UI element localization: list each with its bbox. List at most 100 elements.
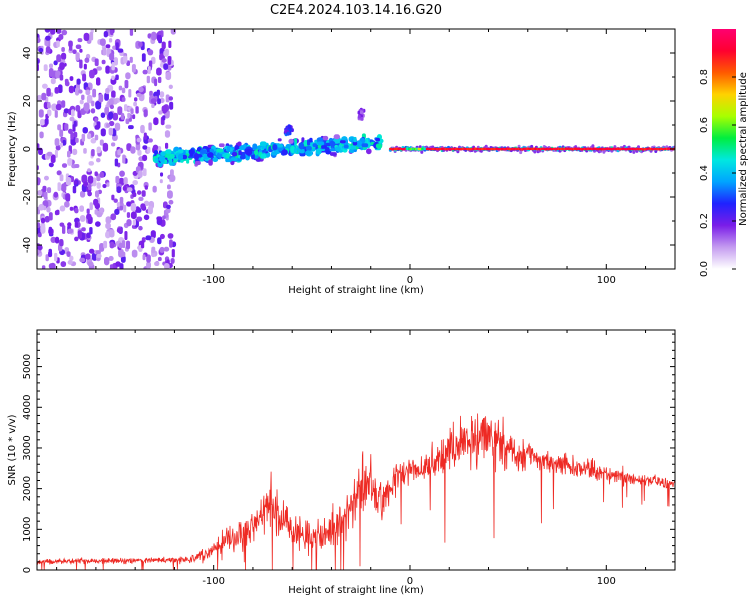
noise-cell (61, 52, 67, 61)
noise-cell (109, 264, 114, 269)
noise-cell (48, 212, 53, 221)
noise-cell (96, 158, 101, 163)
line-halo-cell (420, 149, 424, 154)
noise-cell (54, 87, 60, 94)
trace-cell (288, 138, 294, 144)
spectrogram-ticks: -100 0 100 -40 -20 0 20 40 (22, 28, 675, 286)
noise-cell (141, 240, 145, 249)
noise-cell (40, 222, 46, 231)
noise-cell (69, 116, 75, 122)
noise-cell (100, 112, 106, 118)
noise-cell (161, 58, 167, 63)
noise-cell (165, 124, 172, 129)
colorbar-tick-label: 0.6 (699, 117, 710, 133)
noise-cell (77, 230, 82, 239)
trace-cell (315, 148, 322, 155)
noise-cell (99, 243, 105, 252)
noise-cell (157, 256, 162, 262)
noise-cell (138, 170, 143, 178)
noise-cell (105, 65, 111, 74)
trace-cell (330, 141, 336, 147)
noise-cell (77, 38, 83, 43)
noise-cell (108, 255, 114, 262)
noise-cell (90, 108, 96, 114)
noise-cell (57, 182, 61, 191)
noise-cell (122, 154, 126, 164)
noise-cell (136, 137, 142, 143)
noise-cell (96, 212, 103, 218)
noise-cell (95, 100, 102, 110)
noise-cell (168, 40, 172, 49)
trace-cell (261, 146, 265, 150)
noise-cell (125, 72, 131, 80)
noise-cell (95, 250, 101, 255)
noise-cell (170, 169, 174, 177)
spectrogram-panel: -100 0 100 -40 -20 0 20 40 Height of straight l… (7, 28, 676, 296)
noise-cell (55, 70, 61, 79)
noise-cell (115, 261, 121, 267)
trace-cell (360, 110, 363, 115)
noise-cell (126, 187, 133, 192)
noise-cell (74, 221, 79, 228)
trace-cell (329, 152, 337, 156)
noise-cell (75, 87, 80, 96)
noise-cell (81, 94, 85, 101)
noise-cell (102, 47, 107, 56)
trace-cell (343, 144, 349, 149)
noise-cell (86, 208, 90, 214)
trace-cell (277, 143, 284, 148)
noise-cell (37, 143, 40, 151)
noise-cell (162, 215, 166, 220)
noise-cell (67, 222, 72, 227)
noise-cell (104, 92, 109, 101)
noise-cell (151, 103, 155, 109)
noise-cell (124, 79, 129, 89)
noise-cell (132, 114, 136, 120)
noise-cell (132, 192, 137, 198)
noise-cell (67, 150, 71, 158)
noise-cell (80, 190, 86, 198)
noise-cell (108, 121, 115, 127)
trace-cell (286, 131, 290, 136)
y-tick-label: 2000 (22, 476, 33, 501)
trace-cell (317, 141, 325, 146)
x-tick-label: -100 (202, 275, 225, 286)
noise-cell (147, 49, 154, 56)
noise-cell (168, 96, 174, 101)
noise-cell (93, 198, 99, 206)
noise-cell (130, 108, 134, 115)
noise-cell (89, 202, 93, 211)
trace-cell (360, 116, 364, 121)
noise-cell (85, 89, 91, 96)
noise-cell (64, 201, 70, 208)
noise-cell (124, 104, 128, 112)
trace-cell (238, 150, 242, 156)
noise-cell (157, 76, 162, 84)
noise-cell (43, 191, 48, 200)
noise-cell (59, 74, 64, 81)
trace-cell (357, 114, 361, 119)
noise-cell (92, 88, 97, 98)
x-tick-label: 0 (407, 275, 413, 286)
trace-cell (322, 135, 329, 141)
noise-cell (56, 209, 60, 215)
noise-cell (109, 241, 115, 249)
spectrogram-ylabel: Frequency (Hz) (7, 111, 18, 187)
noise-cell (157, 146, 162, 151)
noise-cell (163, 49, 169, 57)
noise-cell (147, 205, 153, 215)
snr-line (37, 413, 675, 570)
noise-cell (72, 49, 77, 54)
noise-cell (75, 105, 81, 112)
noise-cell (137, 190, 142, 195)
noise-cell (117, 106, 123, 116)
line-halo-cell (533, 149, 537, 154)
noise-cell (64, 123, 69, 131)
noise-cell (56, 170, 62, 176)
noise-cell (48, 162, 54, 168)
noise-cell (38, 203, 45, 211)
noise-cell (61, 183, 67, 192)
noise-cell (75, 44, 82, 49)
noise-cell (136, 216, 143, 222)
noise-cell (37, 59, 40, 65)
